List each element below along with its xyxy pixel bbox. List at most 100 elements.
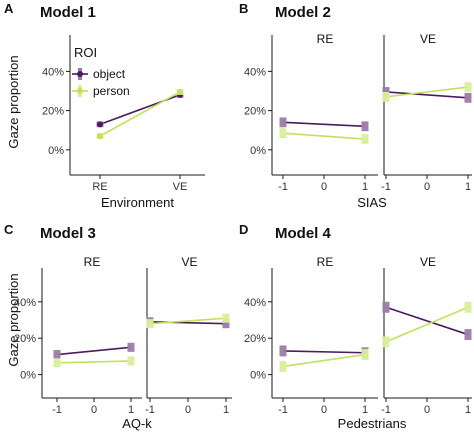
facet-1: RE -1 0 1 [271,255,378,416]
error-bar [464,301,472,313]
y-tick-label: 0% [250,145,266,157]
x-tick-label: 0 [424,404,430,416]
series-person [279,128,369,144]
y-axis-label: Gaze proportion [6,55,21,148]
panel-title: Model 4 [275,225,331,242]
y-tick-label: 40% [14,297,36,309]
x-tick-label: -1 [278,404,288,416]
series-line [385,306,469,343]
series-object [53,342,135,360]
facet-label: RE [317,32,334,46]
legend-key-point [77,88,83,94]
error-bar [222,319,230,329]
y-tick-label: 40% [244,66,266,78]
series-line [385,91,469,99]
legend-entry: person [93,84,130,98]
x-tick-label: 1 [362,181,368,193]
error-bar [127,356,135,366]
y-tick-label: 0% [20,370,36,382]
facet-2: VE -1 0 1 [381,32,472,193]
series-line [149,317,227,325]
panel-b: B Model 2 0% 20% 40% RE -1 0 1 VE -1 0 1 SIAS [239,1,472,210]
error-bar [146,319,154,329]
error-bar [464,329,472,341]
y-tick-label: 20% [244,106,266,118]
series-person [96,88,184,140]
series-line [56,346,132,356]
series-line [282,353,366,368]
x-tick-label: VE [173,181,188,193]
series-line [99,91,181,137]
error-bar [464,92,472,103]
y-tick-label: 20% [244,333,266,345]
error-bar [127,342,135,352]
facet-2: VE -1 0 1 [381,255,472,416]
x-tick-label: 0 [91,404,97,416]
error-bar [222,313,230,323]
series-person [146,313,230,329]
data-point [97,121,103,128]
facet-label: VE [420,255,436,269]
series-person [53,356,135,368]
legend: ROI object person [72,45,130,98]
x-axis-label: SIAS [357,195,387,210]
error-bar [279,345,287,357]
facet-1: RE VE [69,35,205,193]
panel-letter: A [4,1,14,16]
error-bar [382,301,390,313]
series-line [56,360,132,364]
facet-label: VE [420,32,436,46]
error-bar [361,121,369,132]
x-axis-label: Environment [101,195,174,210]
facet-label: RE [84,255,101,269]
facet-2: VE -1 0 1 [145,255,232,416]
y-tick-label: 40% [244,297,266,309]
x-tick-label: RE [92,181,107,193]
facet-label: VE [181,255,197,269]
series-line [282,132,366,140]
x-tick-label: 1 [465,181,471,193]
x-axis-label: AQ-k [122,416,152,431]
data-point [97,133,103,140]
facet-1: RE -1 0 1 [271,32,378,193]
legend-entry: object [93,67,126,81]
y-tick-label: 0% [48,145,64,157]
series-line [282,121,366,128]
error-bar [382,91,390,102]
data-point [177,88,183,95]
panel-c: C Model 3 Gaze proportion 0% 20% 40% RE -1 0 1 VE -… [4,222,232,431]
x-tick-label: 0 [321,404,327,416]
panel-title: Model 1 [40,4,96,21]
x-tick-label: 1 [128,404,134,416]
x-tick-label: 0 [185,404,191,416]
x-tick-label: -1 [381,404,391,416]
error-bar [382,336,390,348]
x-tick-label: -1 [381,181,391,193]
y-tick-label: 20% [14,333,36,345]
error-bar [279,117,287,128]
panel-title: Model 3 [40,225,96,242]
facet-1: RE -1 0 1 [41,255,142,416]
error-bar [279,360,287,372]
x-tick-label: 0 [321,181,327,193]
x-tick-label: 1 [223,404,229,416]
panel-a: A Model 1 Gaze proportion 0% 20% 40% RE VE Envir… [4,1,205,210]
panel-letter: B [239,1,248,16]
series-line [385,306,469,336]
series-person [382,82,472,102]
error-bar [279,128,287,139]
error-bar [464,82,472,92]
legend-key-point [77,71,83,77]
x-tick-label: 1 [465,404,471,416]
series-line [282,350,366,354]
series-person [382,301,472,348]
error-bar [361,134,369,144]
error-bar [53,350,61,360]
y-tick-label: 40% [42,66,64,78]
legend-title: ROI [74,45,97,60]
series-object [279,117,369,132]
panel-letter: D [239,222,248,237]
panel-title: Model 2 [275,4,331,21]
